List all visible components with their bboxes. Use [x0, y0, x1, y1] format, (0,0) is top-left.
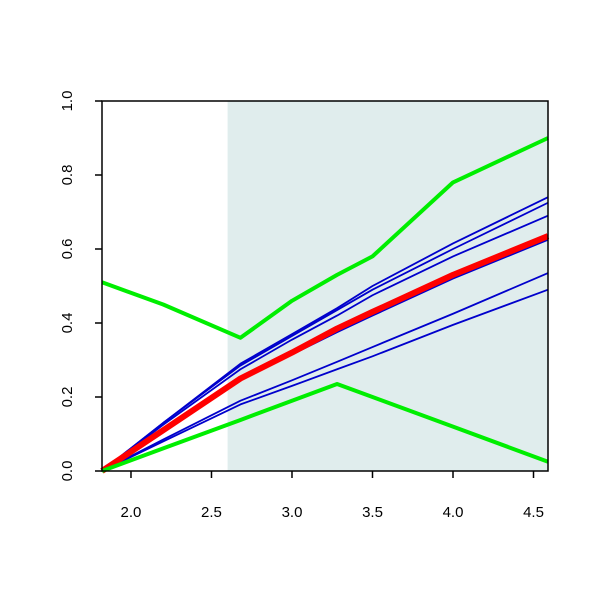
- y-tick-label: 1.0: [59, 91, 76, 112]
- series-line: [101, 136, 549, 340]
- series-line: [101, 382, 549, 473]
- y-tick-label: 0.6: [59, 239, 76, 260]
- x-tick-label: 2.5: [201, 504, 222, 521]
- y-tick-label: 0.4: [59, 313, 76, 334]
- series-line: [100, 233, 550, 474]
- plot-box: [101, 100, 549, 472]
- x-tick-label: 3.0: [282, 504, 303, 521]
- shaded-region: [227, 101, 549, 471]
- series-line: [101, 288, 549, 472]
- y-tick-label: 0.8: [59, 165, 76, 186]
- y-tick-label: 0.2: [59, 387, 76, 408]
- y-tick-label: 0.0: [59, 461, 76, 482]
- series-line: [101, 214, 549, 472]
- x-tick-label: 4.5: [523, 504, 544, 521]
- x-tick-label: 4.0: [443, 504, 464, 521]
- x-tick-label: 2.0: [121, 504, 142, 521]
- series-line: [101, 201, 549, 472]
- x-tick-label: 3.5: [362, 504, 383, 521]
- series-line: [101, 272, 549, 472]
